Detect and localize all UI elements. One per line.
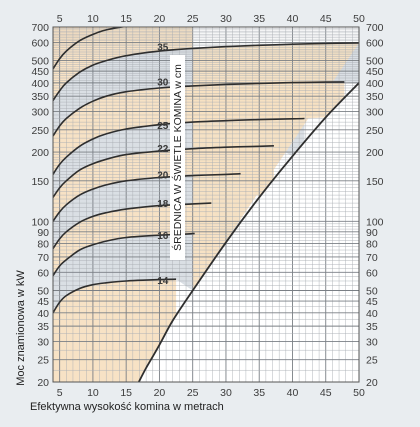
x-tick-label-top: 5 xyxy=(57,13,63,25)
x-axis-title: Efektywna wysokość komina w metrach xyxy=(30,401,224,413)
plot-frame xyxy=(52,26,360,383)
band-label: 22 xyxy=(157,144,169,155)
band-label: 25 xyxy=(157,121,169,132)
y-tick-label-left: 60 xyxy=(37,267,49,279)
tick-labels: 5510101515202025253030353540404545505020… xyxy=(31,13,383,399)
x-tick-label-bottom: 50 xyxy=(353,387,365,399)
y-axis-title: Moc znamionowa w kW xyxy=(15,270,27,386)
y-tick-label-right: 60 xyxy=(366,267,378,279)
y-tick-label-right: 700 xyxy=(366,22,384,34)
y-tick-label-right: 250 xyxy=(366,125,384,137)
y-tick-label-right: 30 xyxy=(366,337,378,349)
y-tick-label-left: 450 xyxy=(31,66,49,78)
y-tick-label-left: 250 xyxy=(31,125,49,137)
curve-35 xyxy=(53,42,359,102)
y-tick-label-right: 45 xyxy=(366,296,378,308)
y-tick-label-left: 40 xyxy=(37,308,49,320)
curve-14 xyxy=(53,278,177,314)
x-tick-label-bottom: 30 xyxy=(220,387,232,399)
y-tick-label-right: 90 xyxy=(366,227,378,239)
x-tick-label-bottom: 15 xyxy=(120,387,132,399)
y-tick-label-right: 100 xyxy=(366,216,384,228)
curve-25 xyxy=(53,117,305,175)
x-tick-label-top: 10 xyxy=(87,13,99,25)
x-tick-label-top: 25 xyxy=(187,13,199,25)
band-label: 16 xyxy=(157,231,169,242)
y-tick-label-right: 35 xyxy=(366,321,378,333)
band-fill xyxy=(53,279,177,382)
y-tick-label-left: 150 xyxy=(31,176,49,188)
x-tick-label-top: 15 xyxy=(120,13,132,25)
y-tick-label-left: 70 xyxy=(37,252,49,264)
curve-22 xyxy=(53,145,274,198)
band-label: 20 xyxy=(157,170,169,181)
y-tick-label-left: 300 xyxy=(31,107,49,119)
curves xyxy=(53,27,359,382)
y-tick-label-left: 100 xyxy=(31,216,49,228)
y-tick-label-right: 400 xyxy=(366,78,384,90)
y-tick-label-left: 600 xyxy=(31,37,49,49)
band-label: 35 xyxy=(157,43,169,54)
y-tick-label-left: 50 xyxy=(37,286,49,298)
x-tick-label-bottom: 40 xyxy=(287,387,299,399)
y-tick-label-left: 20 xyxy=(37,377,49,389)
grid xyxy=(53,27,359,382)
y-tick-label-left: 35 xyxy=(37,321,49,333)
boundary-curve xyxy=(138,82,359,382)
y-tick-label-right: 500 xyxy=(366,56,384,68)
x-tick-label-bottom: 5 xyxy=(57,387,63,399)
x-tick-label-top: 40 xyxy=(287,13,299,25)
band-labels: 35 30 25 22 20 18 16 14 xyxy=(157,43,169,287)
y-tick-label-right: 70 xyxy=(366,252,378,264)
curve-20 xyxy=(53,172,241,222)
y-tick-label-right: 450 xyxy=(366,66,384,78)
y-tick-label-right: 200 xyxy=(366,147,384,159)
x-tick-label-bottom: 35 xyxy=(253,387,265,399)
curve-40 xyxy=(53,27,128,70)
y-tick-label-right: 50 xyxy=(366,286,378,298)
x-tick-label-top: 35 xyxy=(253,13,265,25)
vertical-label-bg xyxy=(170,55,185,260)
y-tick-label-left: 400 xyxy=(31,78,49,90)
y-tick-label-left: 350 xyxy=(31,91,49,103)
y-tick-label-left: 45 xyxy=(37,296,49,308)
y-tick-label-left: 30 xyxy=(37,337,49,349)
x-tick-label-bottom: 25 xyxy=(187,387,199,399)
y-tick-label-right: 25 xyxy=(366,355,378,367)
vertical-label-box: ŚREDNICA W ŚWIETLE KOMINA w cm xyxy=(170,55,185,260)
y-tick-label-right: 350 xyxy=(366,91,384,103)
x-tick-label-top: 45 xyxy=(320,13,332,25)
y-tick-label-left: 90 xyxy=(37,227,49,239)
x-tick-label-top: 20 xyxy=(154,13,166,25)
x-tick-label-top: 30 xyxy=(220,13,232,25)
band-label: 18 xyxy=(157,199,169,210)
x-tick-label-bottom: 20 xyxy=(154,387,166,399)
y-tick-label-right: 300 xyxy=(366,107,384,119)
y-tick-label-right: 600 xyxy=(366,37,384,49)
y-tick-label-left: 500 xyxy=(31,56,49,68)
plot-border xyxy=(52,26,360,383)
y-tick-label-left: 200 xyxy=(31,147,49,159)
x-tick-label-bottom: 45 xyxy=(320,387,332,399)
band-label: 14 xyxy=(157,276,169,287)
band-label: 30 xyxy=(157,78,169,89)
x-tick-label-top: 50 xyxy=(353,13,365,25)
vertical-label: ŚREDNICA W ŚWIETLE KOMINA w cm xyxy=(171,64,184,251)
curve-30 xyxy=(53,81,345,137)
y-tick-label-right: 20 xyxy=(366,377,378,389)
y-tick-label-right: 150 xyxy=(366,176,384,188)
y-tick-label-left: 700 xyxy=(31,22,49,34)
y-tick-label-right: 40 xyxy=(366,308,378,320)
y-tick-label-right: 80 xyxy=(366,239,378,251)
y-tick-label-left: 25 xyxy=(37,355,49,367)
x-tick-label-bottom: 10 xyxy=(87,387,99,399)
y-tick-label-left: 80 xyxy=(37,239,49,251)
